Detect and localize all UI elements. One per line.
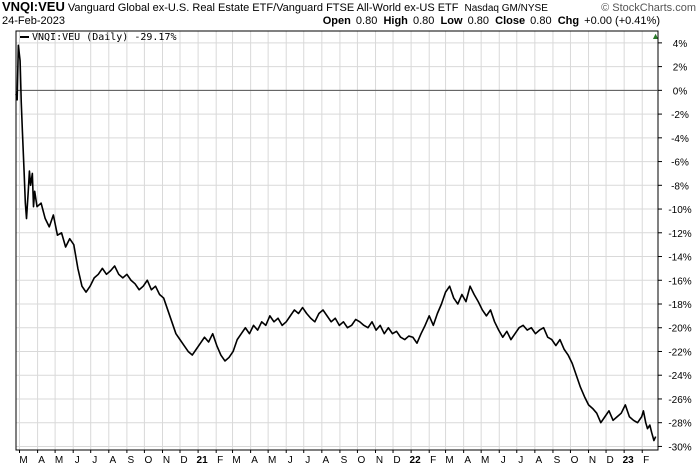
x-tick-label: A bbox=[109, 455, 116, 466]
x-tick-label: A bbox=[322, 455, 329, 466]
x-tick-label: A bbox=[38, 455, 45, 466]
y-tick-label: -4% bbox=[671, 134, 689, 145]
x-tick-label: J bbox=[518, 455, 523, 466]
y-tick-label: 4% bbox=[673, 39, 688, 50]
x-tick-label: M bbox=[232, 455, 240, 466]
y-tick-label: -12% bbox=[668, 229, 691, 240]
high-label: High bbox=[383, 15, 408, 27]
y-tick-label: -26% bbox=[668, 395, 691, 406]
x-tick-label: M bbox=[445, 455, 453, 466]
ohlc-stats: Open 0.80 High 0.80 Low 0.80 Close 0.80 … bbox=[323, 15, 660, 27]
open-value: 0.80 bbox=[355, 15, 378, 27]
y-tick-label: -16% bbox=[668, 276, 691, 287]
x-tick-label: M bbox=[268, 455, 276, 466]
legend-text: VNQI:VEU (Daily) -29.17% bbox=[32, 32, 177, 43]
x-tick-label: F bbox=[217, 455, 223, 466]
y-tick-label: -24% bbox=[668, 371, 691, 382]
high-value: 0.80 bbox=[412, 15, 435, 27]
x-tick-label: S bbox=[128, 455, 135, 466]
x-tick-label: O bbox=[145, 455, 153, 466]
open-label: Open bbox=[322, 15, 351, 27]
x-tick-label: J bbox=[75, 455, 80, 466]
x-tick-label: S bbox=[554, 455, 561, 466]
low-label: Low bbox=[440, 15, 463, 27]
y-tick-label: -10% bbox=[668, 205, 691, 216]
x-tick-label: O bbox=[571, 455, 579, 466]
legend: VNQI:VEU (Daily) -29.17% bbox=[20, 32, 177, 43]
y-tick-label: -14% bbox=[668, 253, 691, 264]
x-tick-label: J bbox=[92, 455, 97, 466]
x-tick-label: M bbox=[55, 455, 63, 466]
x-tick-label: M bbox=[481, 455, 489, 466]
low-value: 0.80 bbox=[467, 15, 489, 27]
y-tick-label: 0% bbox=[673, 86, 688, 97]
x-tick-label: J bbox=[288, 455, 293, 466]
plot-frame bbox=[15, 30, 659, 451]
symbol-label: VNQI:VEU bbox=[2, 0, 65, 14]
x-tick-label: 21 bbox=[197, 455, 209, 466]
x-tick-label: D bbox=[606, 455, 613, 466]
x-tick-label: A bbox=[464, 455, 471, 466]
exchange-label: Nasdaq GM/NYSE bbox=[464, 3, 548, 14]
security-name: Vanguard Global ex-U.S. Real Estate ETF/… bbox=[67, 2, 459, 14]
series-line bbox=[15, 44, 657, 442]
close-value: 0.80 bbox=[530, 15, 552, 27]
chg-value: +0.00 (+0.41%) bbox=[584, 15, 660, 27]
x-tick-label: O bbox=[358, 455, 366, 466]
x-tick-label: A bbox=[536, 455, 543, 466]
x-tick-label: M bbox=[19, 455, 27, 466]
x-tick-label: J bbox=[305, 455, 310, 466]
chg-label: Chg bbox=[557, 15, 580, 27]
y-tick-label: -28% bbox=[668, 419, 691, 430]
y-tick-label: -20% bbox=[668, 324, 691, 335]
x-tick-label: F bbox=[430, 455, 436, 466]
x-tick-label: F bbox=[643, 455, 649, 466]
y-tick-label: 2% bbox=[673, 63, 688, 74]
y-tick-label: -2% bbox=[671, 110, 689, 121]
close-label: Close bbox=[495, 15, 526, 27]
x-tick-label: D bbox=[393, 455, 400, 466]
triangle-up-icon: ▲ bbox=[651, 31, 660, 41]
x-tick-label: 22 bbox=[410, 455, 422, 466]
quote-date: 24-Feb-2023 bbox=[2, 15, 65, 27]
x-axis-ticks: M A M J J A S O N D 21 F M A M J J A S O N D 22 F M A M J J A S O N D 23 F bbox=[19, 450, 649, 466]
x-tick-label: N bbox=[163, 455, 170, 466]
x-tick-label: 23 bbox=[623, 455, 635, 466]
x-tick-label: D bbox=[180, 455, 187, 466]
y-tick-label: -22% bbox=[668, 347, 691, 358]
y-axis-ticks: 4% 2% 0% -2% -4% -6% -8% -10% -12% -14% -16% -18% -2… bbox=[658, 39, 692, 453]
x-tick-label: S bbox=[341, 455, 348, 466]
chart-grid bbox=[16, 31, 658, 450]
y-tick-label: -18% bbox=[668, 300, 691, 311]
brand-watermark[interactable]: © StockCharts.com bbox=[601, 2, 696, 14]
x-tick-label: N bbox=[589, 455, 596, 466]
y-tick-label: -30% bbox=[668, 442, 691, 453]
x-tick-label: A bbox=[251, 455, 258, 466]
y-tick-label: -6% bbox=[671, 158, 689, 169]
x-tick-label: J bbox=[501, 455, 506, 466]
y-tick-label: -8% bbox=[671, 181, 689, 192]
chart-header-line-1: VNQI:VEU Vanguard Global ex-U.S. Real Est… bbox=[0, 0, 700, 15]
x-tick-label: N bbox=[376, 455, 383, 466]
